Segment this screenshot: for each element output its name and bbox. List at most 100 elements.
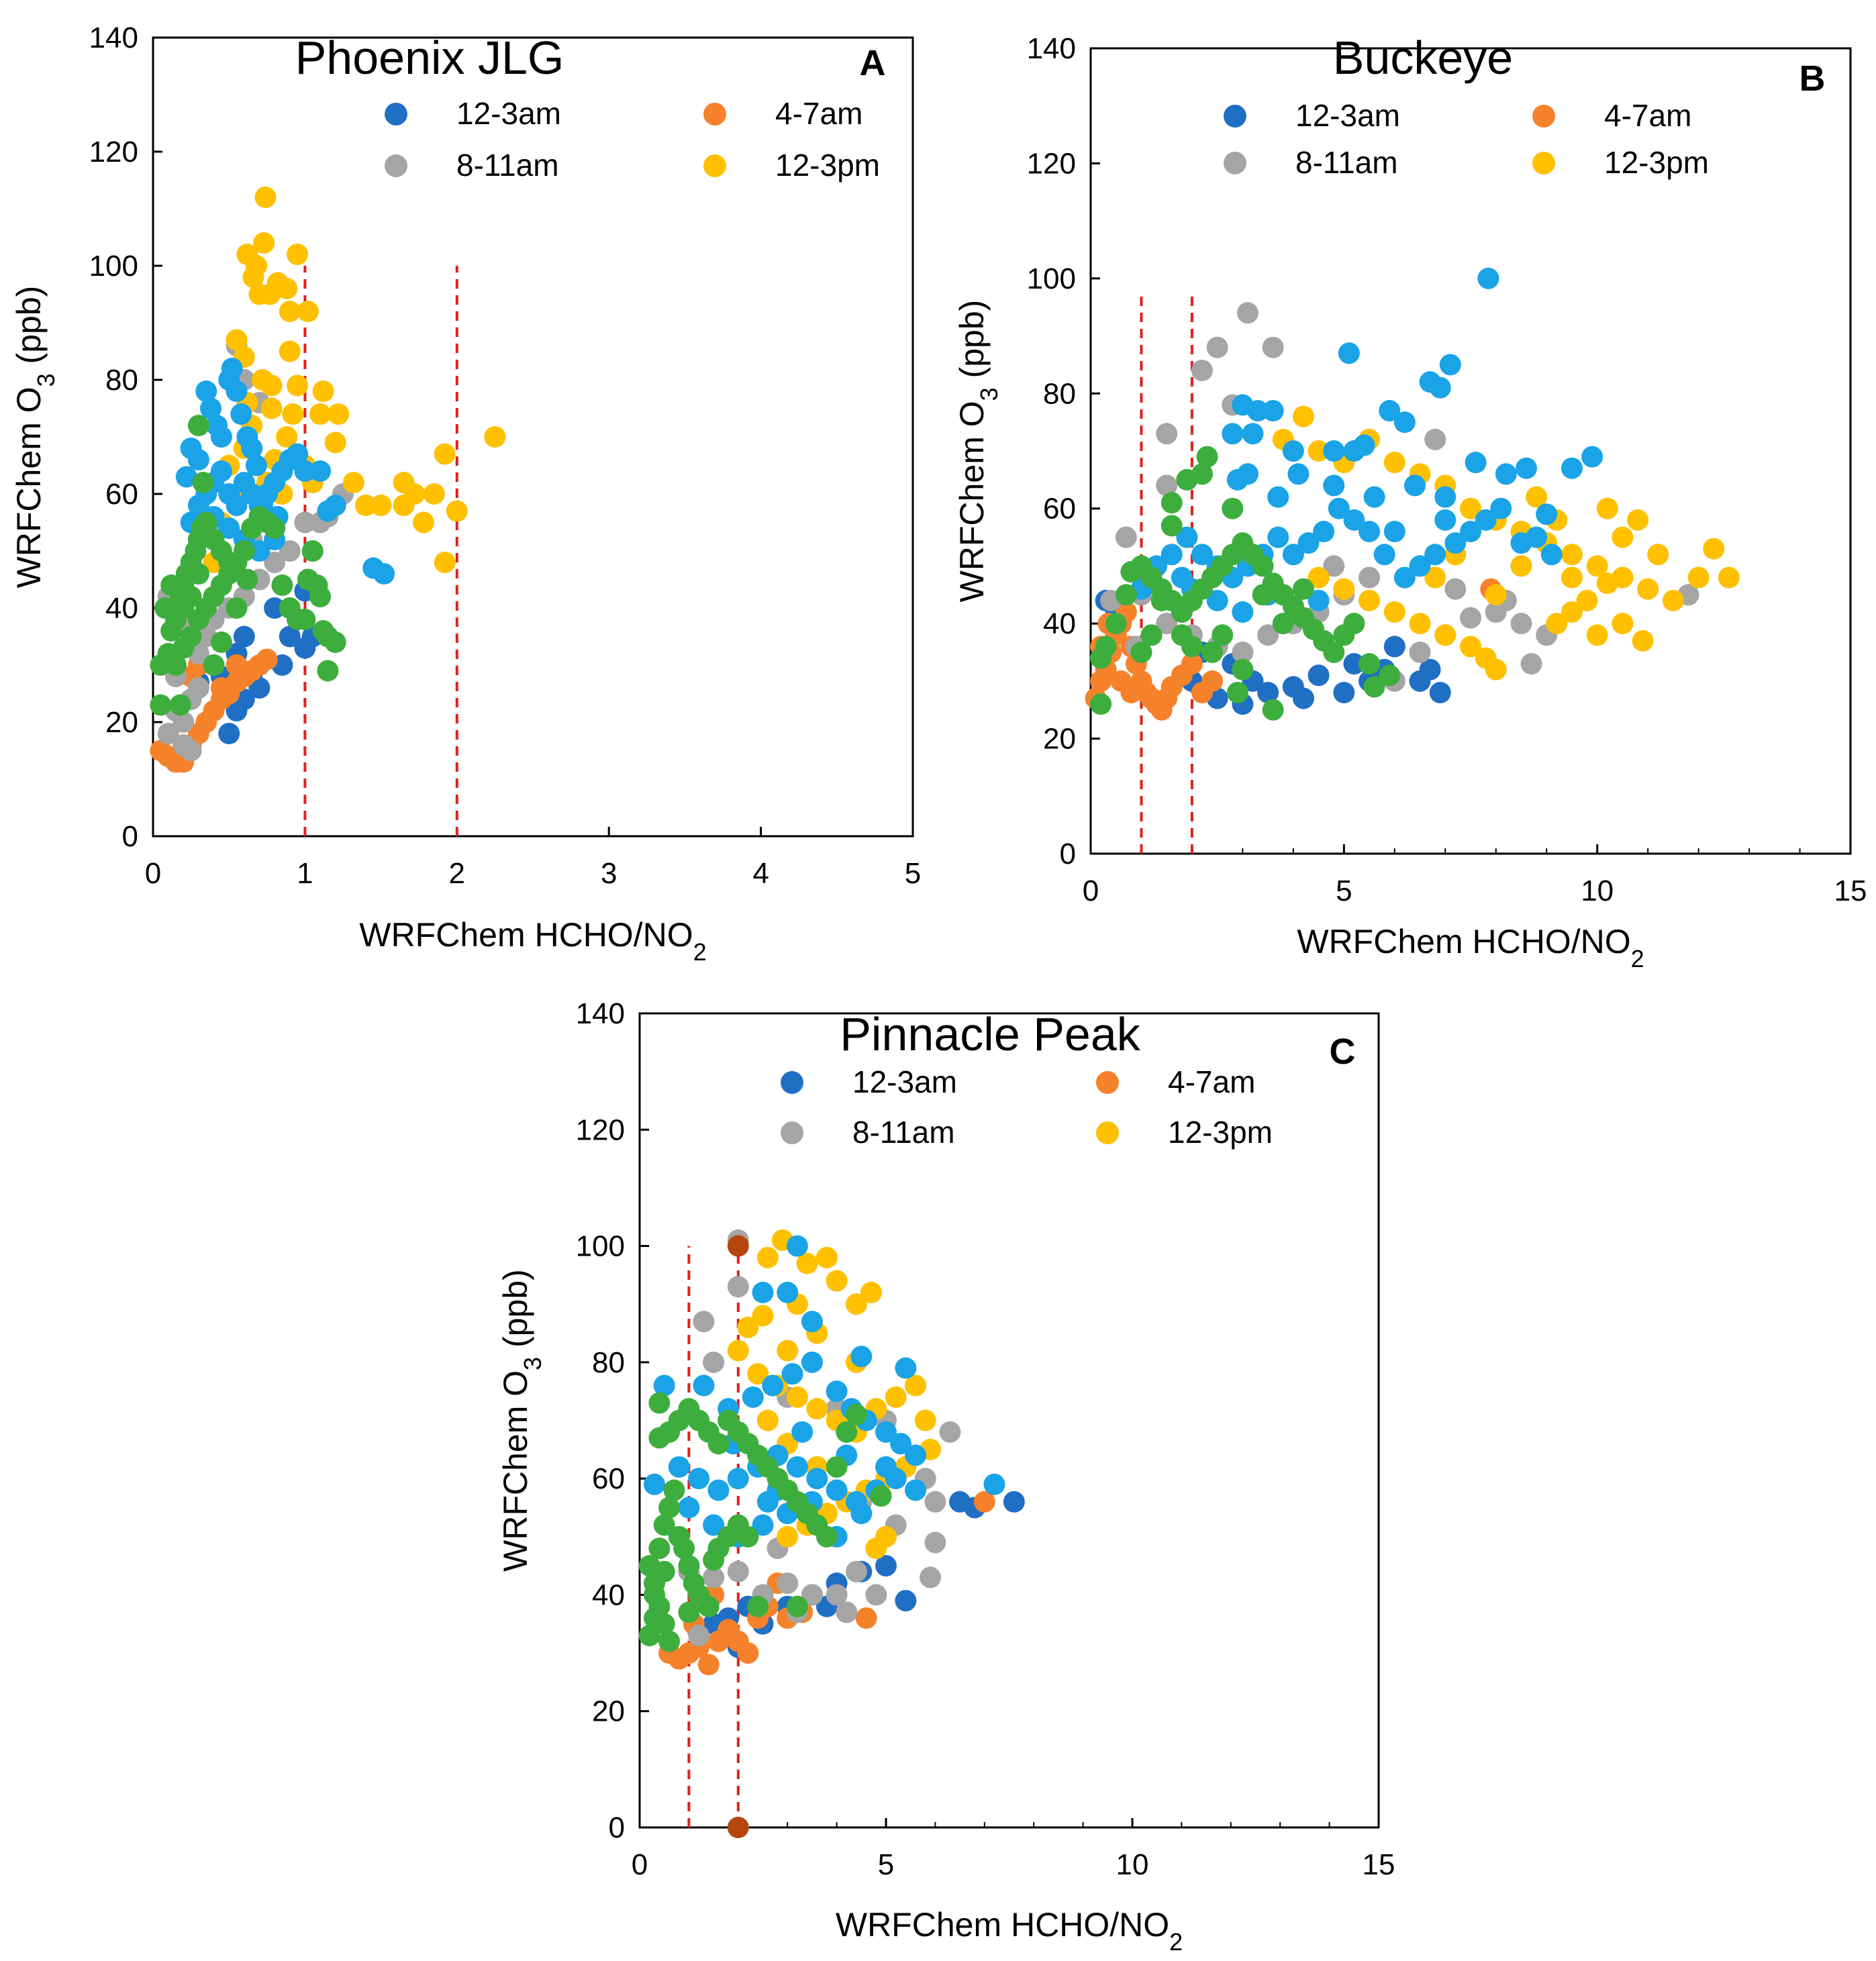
data-point-12-3am-light: [762, 1374, 784, 1397]
x-tick-label: 5: [905, 857, 921, 890]
y-tick-label: 0: [1060, 838, 1076, 870]
legend-label: 8-11am: [852, 1115, 955, 1150]
data-point-12-3am-light: [668, 1456, 690, 1478]
data-point-12-3pm: [816, 1246, 838, 1268]
data-point-12-3pm: [1612, 613, 1634, 635]
data-point-12-3pm-green: [1212, 624, 1234, 646]
x-tick-label: 4: [752, 857, 769, 890]
legend-marker: [1224, 152, 1246, 174]
data-point-12-3pm: [1460, 636, 1481, 658]
data-point-12-3pm-green: [737, 1525, 759, 1548]
data-point-12-3pm: [342, 472, 364, 493]
data-point-8-11am: [187, 677, 209, 699]
data-point-12-3pm-green: [1161, 515, 1183, 537]
data-point-12-3pm-green: [1181, 636, 1203, 658]
data-point-12-3pm: [393, 495, 415, 516]
data-point-12-3am-light: [777, 1281, 799, 1303]
data-point-12-3pm: [1546, 613, 1568, 635]
chart-panel-a: 0 20 40 60 80 100 120 140 0 1 2 3 4 5 Phoenix JLG A 12-3…: [10, 21, 921, 966]
data-point-12-3pm-green: [1379, 664, 1401, 687]
data-point-12-3am-light: [1222, 423, 1244, 445]
data-point-12-3am-light: [653, 1374, 675, 1397]
data-point-12-3pm-green: [1140, 624, 1163, 646]
data-point-12-3am: [895, 1590, 917, 1612]
data-point-12-3pm-green: [1343, 613, 1365, 635]
legend-marker: [1532, 105, 1555, 128]
data-point-12-3pm-green: [648, 1538, 671, 1560]
y-tick-label: 80: [1043, 377, 1076, 410]
data-point-12-3am-light: [1171, 566, 1193, 589]
y-axis-label: WRFChem O3 (ppb): [497, 1269, 546, 1572]
data-point-12-3pm-green: [1232, 658, 1254, 681]
data-point-12-3pm: [1292, 405, 1314, 428]
data-point-12-3pm: [1409, 613, 1431, 635]
data-point-12-3pm: [259, 283, 281, 305]
data-point-12-3pm-green: [164, 654, 187, 676]
legend-label: 12-3pm: [775, 148, 880, 183]
data-point-8-11am: [1156, 613, 1178, 635]
data-point-12-3am-light: [707, 1479, 730, 1501]
plot-frame: [1089, 47, 1852, 855]
data-point-12-3am-light: [1328, 497, 1350, 519]
x-tick-label: 15: [1834, 874, 1867, 907]
y-tick-label: 140: [1027, 32, 1076, 65]
data-point-12-3pm: [1307, 440, 1330, 462]
data-point-12-3am-light: [1379, 400, 1401, 421]
data-point-12-3am-light: [1536, 503, 1558, 525]
data-point-12-3pm: [297, 301, 319, 322]
data-point-12-3am-light: [248, 540, 270, 562]
data-point-12-3am: [1343, 653, 1365, 675]
data-point-12-3am-light: [905, 1479, 927, 1501]
data-point-8-11am: [1156, 423, 1178, 445]
data-point-8-11am: [727, 1560, 749, 1582]
data-point-12-3pm: [1333, 578, 1355, 600]
data-point-12-3pm: [276, 426, 298, 448]
legend-label: 12-3pm: [1604, 145, 1709, 180]
panel-label: A: [860, 43, 886, 83]
data-point-12-3pm: [279, 301, 301, 322]
chart-title: Buckeye: [1333, 32, 1513, 84]
data-point-12-3pm-green: [1115, 584, 1137, 606]
data-point-12-3am-light: [1561, 457, 1583, 479]
data-point-4-7am: [855, 1607, 877, 1629]
data-point-12-3am-light: [1490, 497, 1512, 519]
data-point-12-3am-light: [826, 1479, 848, 1501]
legend-marker: [1532, 152, 1555, 174]
y-tick-label: 40: [1043, 607, 1076, 640]
data-point-12-3am-light: [1206, 589, 1228, 611]
data-point-12-3pm-green: [644, 1607, 666, 1629]
data-point-12-3am-light: [1297, 532, 1320, 554]
data-point-12-3am-light: [727, 1468, 749, 1490]
data-point-12-3pm-green: [648, 1392, 671, 1414]
data-point-12-3pm-green: [160, 574, 183, 596]
data-point-8-11am: [836, 1601, 858, 1623]
data-point-12-3am-light: [752, 1281, 774, 1303]
data-point-12-3pm: [1383, 452, 1405, 474]
data-point-12-3am-light: [905, 1444, 927, 1466]
chart-title: Pinnacle Peak: [840, 1008, 1141, 1060]
data-point-12-3pm: [1662, 589, 1684, 611]
y-tick-label: 100: [576, 1230, 625, 1263]
data-point-12-3am-light: [756, 1491, 779, 1513]
data-point-12-3pm: [1718, 566, 1740, 589]
data-point-12-3am-light: [1363, 486, 1385, 508]
data-point-12-3am-light: [1282, 544, 1304, 566]
data-point-12-3pm: [1434, 624, 1457, 646]
data-point-12-3am-light: [1359, 521, 1381, 542]
data-point-12-3pm: [253, 232, 275, 254]
data-point-12-3pm: [434, 443, 456, 465]
data-point-12-3am-light: [230, 403, 252, 425]
data-point-12-3pm-green: [663, 1479, 685, 1501]
data-point-12-3pm: [1627, 509, 1649, 531]
data-point-12-3am: [264, 597, 286, 619]
chart-panel-c: 0 20 40 60 80 100 120 140 0 5 10 15 Pinnacle Peak C 12…: [497, 997, 1395, 1956]
data-point-12-3pm-green: [786, 1595, 808, 1617]
data-point-12-3pm: [412, 511, 434, 534]
y-tick-label: 60: [1043, 493, 1076, 525]
data-point-12-3am-light: [1242, 423, 1264, 445]
data-point-12-3pm-green: [1292, 578, 1314, 600]
scatter-points: [638, 1229, 1025, 1838]
data-point-12-3pm: [777, 1525, 799, 1548]
data-point-12-3pm: [806, 1398, 828, 1420]
data-point-8-11am: [1444, 578, 1467, 600]
